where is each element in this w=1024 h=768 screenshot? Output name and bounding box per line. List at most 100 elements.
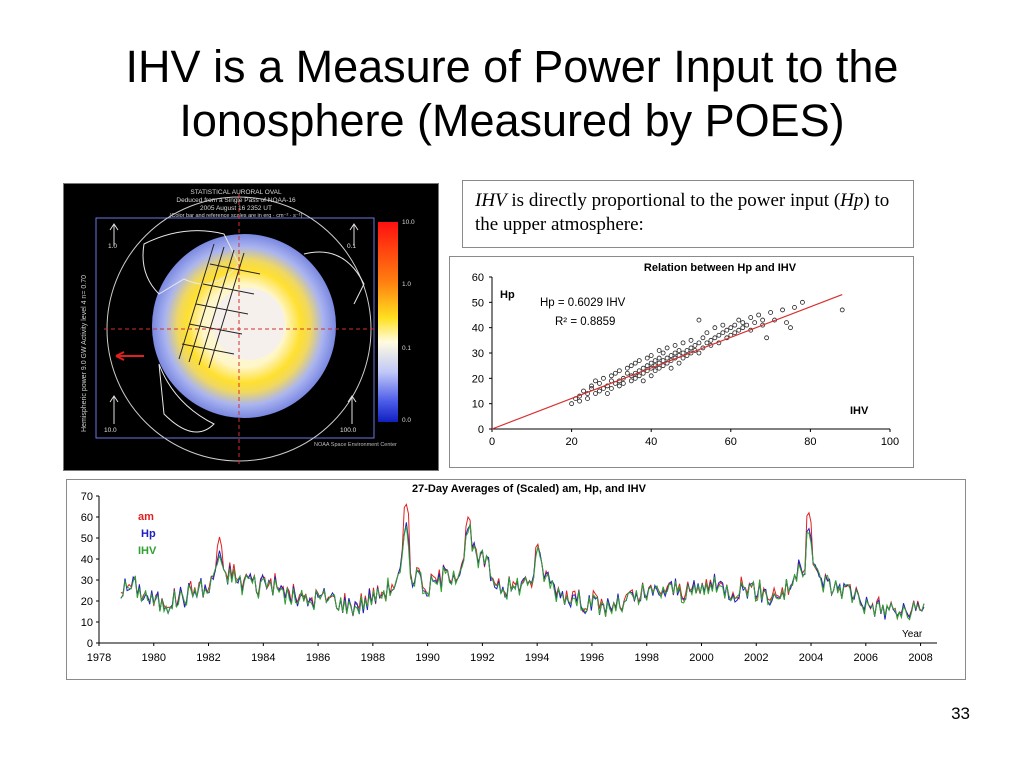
ts-x-tick-label: 1978: [87, 652, 111, 664]
scatter-point: [740, 320, 746, 325]
polar-cap: [213, 288, 285, 360]
scatter-point: [624, 365, 630, 371]
scatter-point: [680, 350, 686, 356]
scatter-point: [648, 353, 654, 358]
ts-x-tick-label: 1990: [415, 652, 439, 664]
ts-y-tick-label: 50: [81, 533, 93, 545]
scatter-point: [652, 368, 658, 374]
legend-am: am: [138, 511, 154, 523]
scatter-x-tick-label: 40: [645, 436, 657, 448]
scatter-point: [696, 340, 702, 346]
scatter-chart-panel: Relation between Hp and IHV 0 20 40 60 80 100…: [449, 256, 914, 468]
scatter-point: [700, 335, 706, 341]
scatter-point: [740, 325, 746, 331]
scatter-point: [704, 330, 710, 336]
reference-scales: 1.0 0.1 10.0 100.0: [104, 223, 359, 434]
fit-line: [491, 294, 843, 430]
slide-title-line2: Ionosphere (Measured by POES): [179, 95, 845, 146]
scatter-point: [764, 335, 770, 341]
scatter-point: [708, 337, 714, 343]
ts-x-tick-label: 2004: [799, 652, 823, 664]
scatter-point: [652, 358, 658, 363]
map-credit: NOAA Space Environment Center: [314, 442, 397, 448]
scatter-point: [736, 327, 742, 333]
scatter-point: [608, 373, 614, 379]
scatter-point: [656, 348, 662, 353]
scatter-point: [756, 312, 762, 318]
ts-x-tick-label: 1988: [361, 652, 385, 664]
sun-direction-arrow-icon: [115, 351, 144, 361]
scatter-point: [736, 317, 742, 323]
scatter-y-tick-label: 40: [472, 323, 484, 335]
scatter-point: [640, 365, 646, 371]
scatter-point: [788, 325, 793, 331]
scatter-point: [656, 365, 662, 371]
scatter-point: [760, 322, 766, 328]
slide-title: IHV is a Measure of Power Input to the I…: [0, 40, 1024, 148]
scatter-y-tick-label: 10: [472, 399, 484, 411]
ts-x-tick-label: 2006: [854, 652, 878, 664]
map-title-line: (Color bar and reference scales are in e…: [170, 213, 303, 219]
scatter-point: [712, 335, 718, 341]
ts-x-tick-label: 2008: [908, 652, 932, 664]
series-line-am: [120, 503, 925, 621]
scatter-point: [784, 320, 789, 325]
scatter-chart: Relation between Hp and IHV 0 20 40 60 80 100…: [472, 262, 899, 448]
scatter-point: [728, 325, 734, 331]
scatter-points: [569, 299, 845, 407]
scatter-y-tick-label: 60: [472, 272, 484, 284]
scatter-point: [696, 317, 702, 323]
ts-y-tick-label: 70: [81, 491, 93, 503]
statement-text-end: ) to the upper atmosphere:: [475, 190, 890, 235]
legend-ihv: IHV: [138, 545, 157, 557]
statement-text: is directly proportional to the power in…: [506, 190, 841, 211]
scatter-point: [601, 375, 606, 381]
scatter-point: [688, 337, 694, 343]
scatter-point: [656, 355, 662, 361]
scatter-point: [768, 310, 774, 315]
scatter-point: [612, 370, 618, 376]
scatter-point: [712, 325, 718, 331]
coastline: [303, 251, 365, 305]
ts-x-tick-label: 1996: [580, 652, 604, 664]
ts-y-tick-label: 40: [81, 554, 93, 566]
ref-label: 10.0: [104, 427, 117, 434]
scatter-point: [593, 391, 598, 396]
scatter-point: [636, 358, 642, 363]
fit-r2: R² = 0.8859: [555, 316, 615, 328]
scatter-x-tick-label: 100: [881, 436, 899, 448]
scatter-point: [676, 360, 682, 366]
ts-x-tick-label: 2002: [744, 652, 768, 664]
scatter-point: [692, 343, 698, 348]
scatter-x-tick-label: 60: [725, 436, 737, 448]
scatter-point: [760, 317, 766, 323]
scatter-point: [644, 355, 650, 361]
colorbar-tick: 1.0: [402, 281, 411, 288]
scatter-point: [676, 348, 682, 353]
scatter-point: [664, 345, 670, 351]
auroral-map-graphic: STATISTICAL AURORAL OVAL Deduced from a …: [64, 184, 438, 470]
scatter-y-tick-label: 20: [472, 373, 484, 385]
scatter-point: [577, 398, 582, 404]
ts-x-tick-label: 1984: [251, 652, 275, 664]
ts-x-tick-label: 1994: [525, 652, 549, 664]
scatter-point: [672, 343, 678, 348]
scatter-point: [752, 320, 758, 325]
scatter-point: [668, 365, 674, 371]
timeseries-chart-panel: 27-Day Averages of (Scaled) am, Hp, and …: [66, 479, 966, 680]
timeseries-title: 27-Day Averages of (Scaled) am, Hp, and …: [412, 483, 647, 495]
colorbar-tick: 0.1: [402, 345, 411, 352]
map-side-label: Hemispheric power 9.0 GW Activity level …: [81, 275, 88, 432]
scatter-point: [585, 396, 590, 402]
scatter-point: [696, 350, 702, 356]
colorbar-tick: 0.0: [402, 417, 411, 424]
ts-y-tick-label: 30: [81, 575, 93, 587]
coastline: [158, 363, 215, 433]
scatter-point: [668, 353, 674, 358]
scatter-point: [589, 383, 594, 389]
scatter-point: [605, 391, 610, 396]
scatter-x-tick-label: 0: [489, 436, 495, 448]
scatter-point: [732, 322, 738, 328]
scatter-point: [732, 330, 738, 336]
color-bar: [378, 222, 398, 422]
